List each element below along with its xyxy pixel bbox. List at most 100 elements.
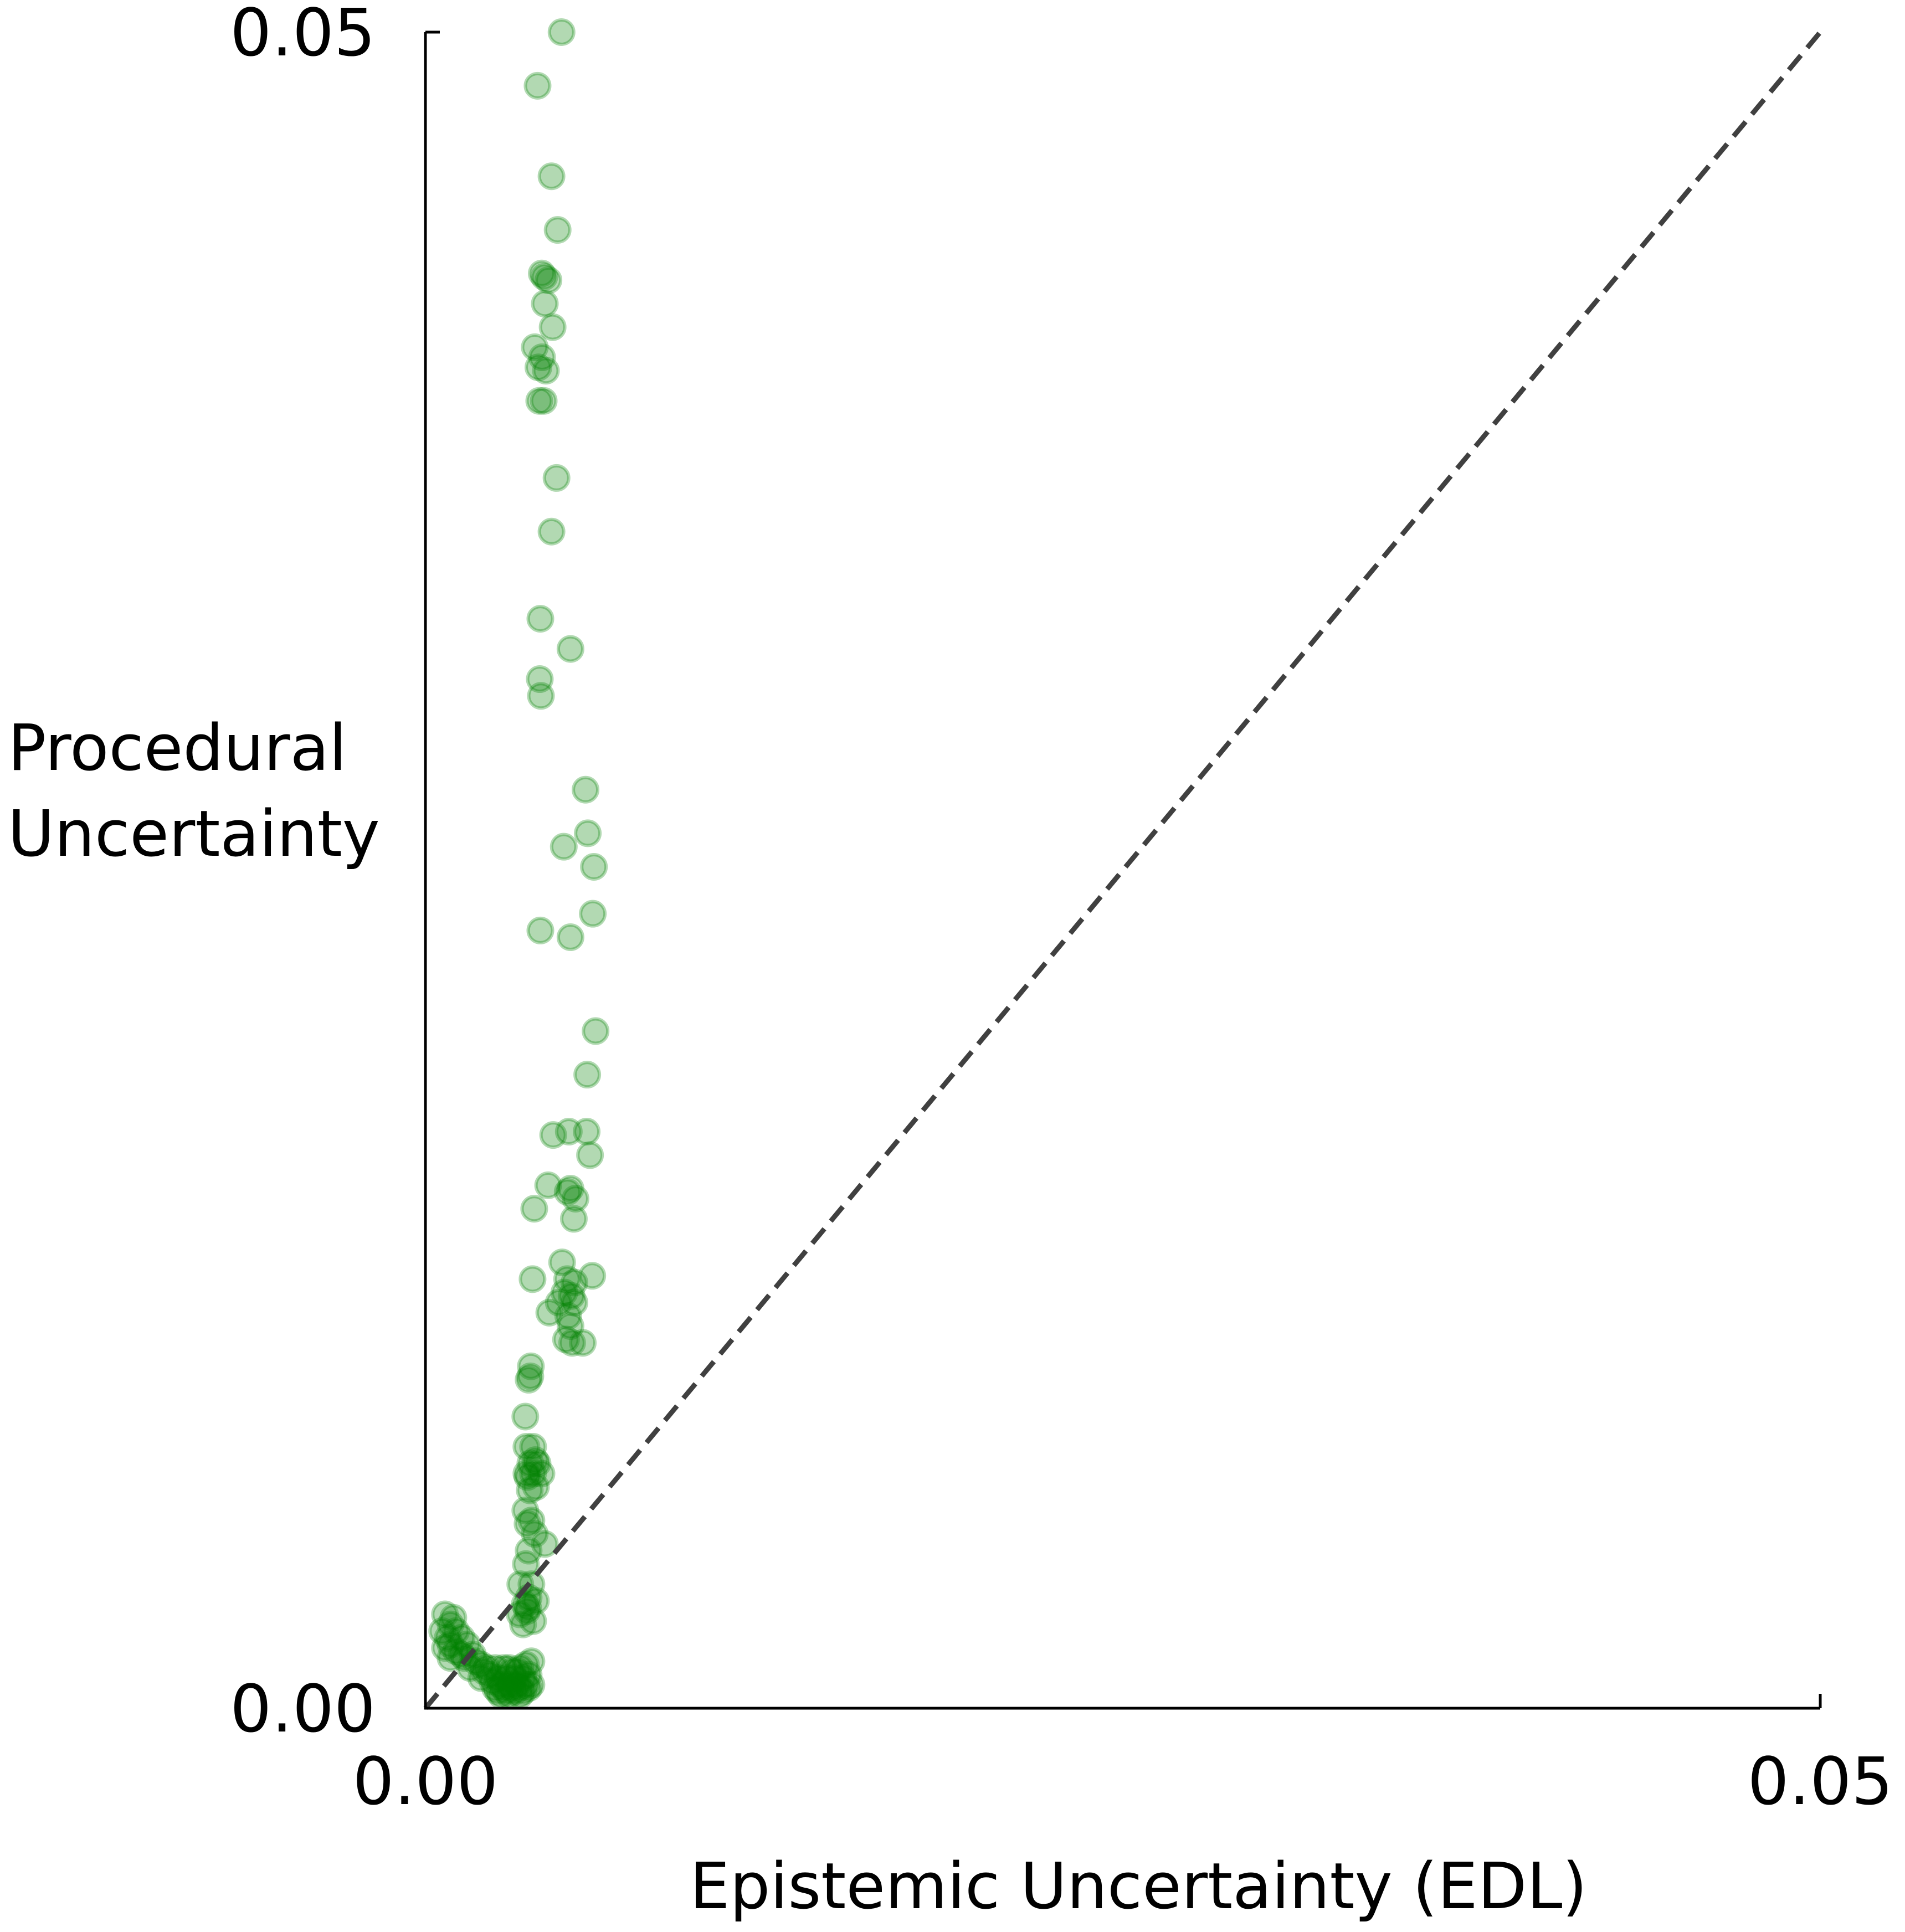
y-axis-ticks: 0.00 0.05 [230, 0, 440, 1747]
scatter-point [518, 1265, 547, 1293]
scatter-point [524, 353, 552, 382]
scatter-point [545, 1288, 573, 1317]
scatter-point [512, 1671, 540, 1699]
scatter-point [523, 71, 552, 100]
scatter-point [506, 1654, 535, 1682]
scatter-point [517, 1671, 546, 1699]
x-axis-ticks: 0.00 0.05 [353, 1694, 1893, 1820]
scatter-point [519, 1432, 547, 1461]
scatter-point [548, 1248, 576, 1277]
scatter-point [516, 1476, 544, 1504]
scatter-point [492, 1677, 521, 1705]
scatter-point [560, 1288, 588, 1317]
scatter-point [523, 1450, 552, 1478]
scatter-point [515, 1365, 543, 1394]
scatter-point [512, 1651, 540, 1679]
scatter-point [532, 357, 560, 385]
scatter-point [442, 1617, 470, 1645]
scatter-point [521, 333, 549, 361]
scatter-point [475, 1661, 504, 1689]
scatter-point [538, 313, 567, 341]
scatter-point [506, 1674, 535, 1702]
scatter-point [511, 1402, 540, 1431]
scatter-point [556, 923, 584, 952]
scatter-point [550, 1278, 578, 1307]
scatter-point [530, 387, 558, 415]
scatter-point [528, 343, 556, 372]
scatter-point [550, 833, 578, 861]
scatter-point [543, 216, 572, 244]
scatter-point [558, 1329, 586, 1357]
scatter-point [535, 266, 563, 294]
scatter-point [527, 1460, 556, 1488]
scatter-point [504, 1657, 532, 1686]
scatter-point [512, 1460, 541, 1488]
scatter-point [530, 263, 558, 291]
scatter-point [486, 1671, 515, 1699]
scatter-point [519, 1607, 547, 1635]
scatter-point [501, 1664, 529, 1692]
scatter-point [556, 1174, 584, 1203]
scatter-point [517, 1647, 546, 1676]
scatter-point [470, 1657, 498, 1686]
scatter-point [582, 1017, 610, 1045]
scatter-point [484, 1677, 512, 1705]
scatter-point [574, 819, 602, 847]
scatter-point [554, 1118, 583, 1146]
scatter-point [509, 1610, 537, 1638]
scatter-point [515, 1537, 543, 1565]
scatter-point [537, 162, 566, 191]
scatter-point [547, 18, 576, 46]
scatter-point [534, 1171, 562, 1199]
scatter-point [522, 1473, 550, 1501]
scatter-point [525, 387, 553, 415]
x-tick-label: 0.00 [353, 1743, 499, 1820]
scatter-point [428, 1617, 456, 1645]
scatter-point [431, 1634, 459, 1662]
scatter-point [515, 1661, 543, 1689]
scatter-point [560, 1268, 588, 1297]
scatter-point [520, 1195, 548, 1223]
scatter-point [531, 290, 559, 318]
scatter-points [428, 18, 610, 1709]
scatter-point [504, 1671, 532, 1699]
scatter-point [516, 1362, 545, 1390]
y-axis-label-line-1: Procedural [8, 711, 347, 785]
scatter-point [431, 1600, 459, 1628]
scatter-point [580, 852, 608, 881]
scatter-point [528, 259, 556, 287]
scatter-point [519, 1460, 547, 1488]
scatter-point [553, 1178, 582, 1206]
scatter-point [495, 1671, 523, 1699]
scatter-point [516, 1450, 545, 1478]
scatter-point [579, 900, 607, 928]
scatter-point [437, 1631, 465, 1659]
scatter-point [514, 1463, 542, 1491]
scatter-point [526, 665, 554, 693]
scatter-point [437, 1644, 465, 1672]
scatter-point [439, 1604, 468, 1632]
scatter-point [513, 1597, 541, 1625]
scatter-point [539, 1121, 567, 1149]
scatter-point [481, 1654, 509, 1682]
scatter-point [521, 1446, 550, 1474]
scatter-point [537, 517, 566, 546]
scatter-point [501, 1677, 529, 1705]
reference-diagonal-line [423, 30, 1822, 1710]
scatter-point [490, 1654, 518, 1682]
scatter-point [515, 1674, 543, 1702]
y-axis-label-line-2: Uncertainty [8, 797, 380, 871]
scatter-point [556, 1312, 584, 1340]
scatter-point [512, 1550, 540, 1578]
scatter-point [578, 1262, 607, 1290]
scatter-point [514, 1510, 542, 1538]
scatter-point [498, 1657, 526, 1686]
scatter-point [478, 1667, 506, 1695]
scatter-point [561, 1185, 589, 1213]
scatter-point [437, 1610, 465, 1638]
scatter-point [521, 1520, 549, 1548]
scatter-point [531, 1530, 559, 1558]
scatter-point [573, 1061, 602, 1089]
scatter-point [492, 1664, 521, 1692]
scatter-point [517, 1352, 545, 1380]
